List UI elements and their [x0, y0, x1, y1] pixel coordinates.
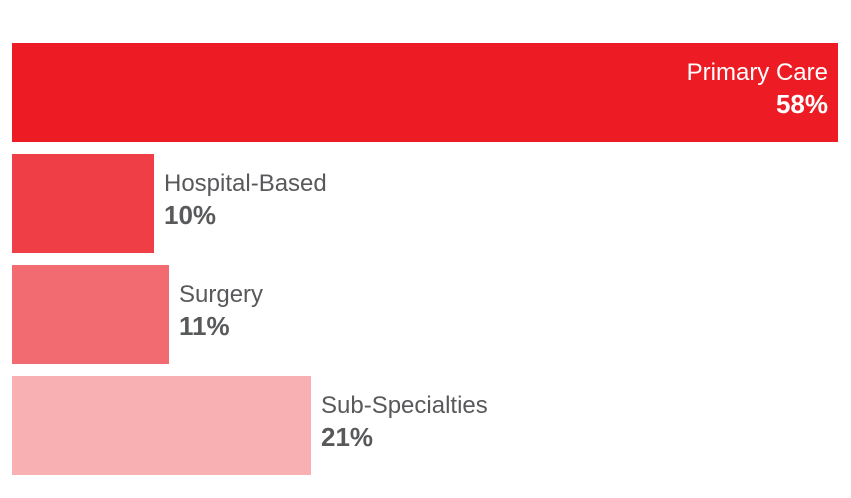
bar-label: Surgery 11% — [179, 280, 263, 343]
value-label: 11% — [179, 311, 230, 341]
bar-row: Hospital-Based 10% — [12, 154, 838, 253]
value-label: 58% — [775, 89, 828, 119]
bar-row: Primary Care 58% — [12, 43, 838, 142]
bar-label: Primary Care 58% — [687, 58, 828, 121]
bar — [12, 154, 154, 253]
bar — [12, 43, 838, 142]
bar-label: Sub-Specialties 21% — [321, 391, 488, 454]
bar — [12, 265, 169, 364]
value-label: 21% — [321, 422, 374, 452]
category-label: Sub-Specialties — [321, 392, 488, 419]
bar — [12, 376, 311, 475]
category-label: Hospital-Based — [164, 170, 327, 197]
category-label: Primary Care — [686, 59, 828, 86]
category-label: Surgery — [179, 281, 264, 308]
bar-row: Sub-Specialties 21% — [12, 376, 838, 475]
bar-label: Hospital-Based 10% — [164, 169, 327, 232]
value-label: 10% — [164, 200, 217, 230]
bar-row: Surgery 11% — [12, 265, 838, 364]
